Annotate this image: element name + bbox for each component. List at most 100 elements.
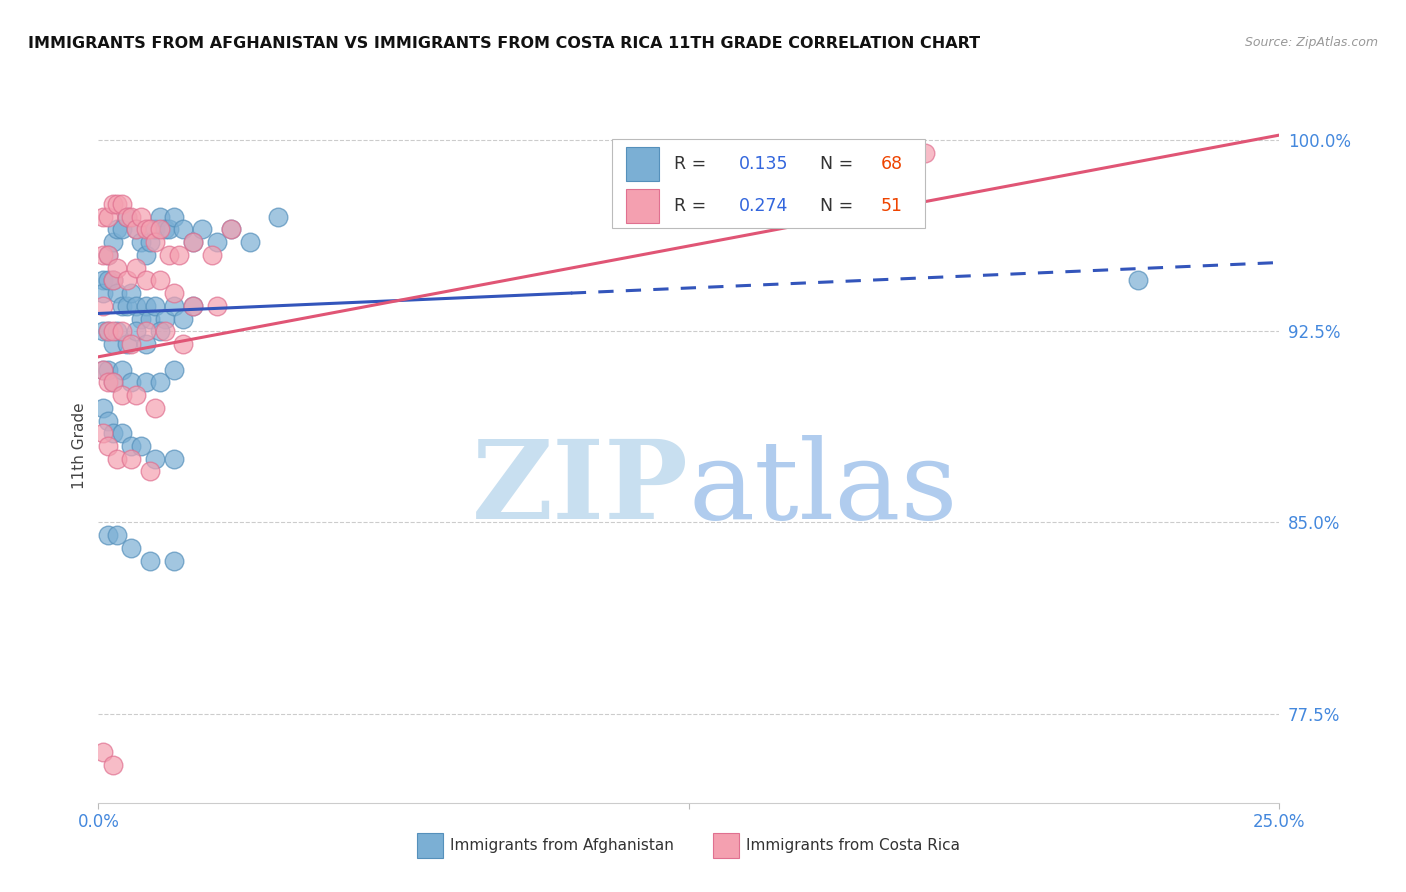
Point bbox=[143, 222, 166, 236]
Point bbox=[163, 554, 186, 568]
Text: 0.135: 0.135 bbox=[738, 155, 787, 173]
Point bbox=[97, 439, 120, 453]
FancyBboxPatch shape bbox=[713, 833, 738, 858]
Point bbox=[121, 286, 143, 301]
Point bbox=[105, 528, 128, 542]
Point bbox=[105, 222, 128, 236]
Point bbox=[157, 222, 180, 236]
FancyBboxPatch shape bbox=[418, 833, 443, 858]
Point bbox=[139, 554, 162, 568]
Point bbox=[914, 145, 936, 160]
Text: Immigrants from Costa Rica: Immigrants from Costa Rica bbox=[745, 838, 960, 853]
Point bbox=[91, 299, 114, 313]
Point bbox=[101, 376, 124, 390]
Point bbox=[101, 757, 124, 772]
Point bbox=[129, 439, 152, 453]
Point bbox=[91, 426, 114, 441]
Point bbox=[97, 248, 120, 262]
Point bbox=[101, 324, 124, 338]
Point bbox=[135, 222, 157, 236]
Point bbox=[97, 324, 120, 338]
Point bbox=[121, 439, 143, 453]
Text: 0.274: 0.274 bbox=[738, 197, 787, 215]
Point bbox=[139, 235, 162, 249]
Point bbox=[167, 248, 190, 262]
Point bbox=[267, 210, 290, 224]
Point bbox=[91, 362, 114, 376]
Point bbox=[105, 260, 128, 275]
Point bbox=[181, 299, 204, 313]
Point bbox=[181, 235, 204, 249]
Point bbox=[97, 324, 120, 338]
Point bbox=[121, 451, 143, 466]
Point bbox=[143, 451, 166, 466]
Point bbox=[111, 426, 134, 441]
Text: IMMIGRANTS FROM AFGHANISTAN VS IMMIGRANTS FROM COSTA RICA 11TH GRADE CORRELATION: IMMIGRANTS FROM AFGHANISTAN VS IMMIGRANT… bbox=[28, 36, 980, 51]
Point bbox=[172, 222, 194, 236]
Point bbox=[101, 337, 124, 351]
Point bbox=[219, 222, 242, 236]
Text: R =: R = bbox=[673, 197, 711, 215]
Point bbox=[181, 299, 204, 313]
Point bbox=[135, 324, 157, 338]
Point bbox=[181, 235, 204, 249]
Point bbox=[101, 197, 124, 211]
Point bbox=[239, 235, 262, 249]
Point bbox=[125, 324, 148, 338]
Text: ZIP: ZIP bbox=[472, 435, 689, 542]
Point bbox=[121, 541, 143, 555]
Point bbox=[172, 311, 194, 326]
Point bbox=[91, 286, 114, 301]
Text: 68: 68 bbox=[880, 155, 903, 173]
Point bbox=[97, 413, 120, 427]
Point bbox=[149, 376, 172, 390]
Point bbox=[143, 401, 166, 415]
Point bbox=[105, 197, 128, 211]
Point bbox=[205, 235, 228, 249]
Point bbox=[139, 222, 162, 236]
Point bbox=[157, 248, 180, 262]
FancyBboxPatch shape bbox=[626, 147, 659, 181]
Text: 51: 51 bbox=[880, 197, 903, 215]
Point bbox=[163, 451, 186, 466]
Point bbox=[135, 273, 157, 287]
Point bbox=[97, 528, 120, 542]
Point bbox=[129, 235, 152, 249]
Point bbox=[143, 299, 166, 313]
Point bbox=[91, 362, 114, 376]
Text: R =: R = bbox=[673, 155, 711, 173]
Y-axis label: 11th Grade: 11th Grade bbox=[72, 402, 87, 490]
Point bbox=[111, 362, 134, 376]
Point bbox=[101, 426, 124, 441]
Point bbox=[105, 324, 128, 338]
Point bbox=[101, 273, 124, 287]
Point bbox=[135, 248, 157, 262]
Point bbox=[91, 273, 114, 287]
Point bbox=[153, 324, 176, 338]
Point bbox=[149, 273, 172, 287]
Point bbox=[97, 248, 120, 262]
Point bbox=[111, 388, 134, 402]
Point bbox=[125, 299, 148, 313]
Point bbox=[125, 222, 148, 236]
Point bbox=[135, 337, 157, 351]
Point bbox=[129, 210, 152, 224]
Text: Source: ZipAtlas.com: Source: ZipAtlas.com bbox=[1244, 36, 1378, 49]
Point bbox=[111, 222, 134, 236]
Point bbox=[121, 337, 143, 351]
Point bbox=[91, 210, 114, 224]
Point bbox=[91, 324, 114, 338]
Point bbox=[115, 337, 138, 351]
Point bbox=[163, 210, 186, 224]
Point bbox=[121, 210, 143, 224]
Point bbox=[115, 299, 138, 313]
Point bbox=[153, 222, 176, 236]
Point bbox=[101, 273, 124, 287]
Point bbox=[191, 222, 214, 236]
Point bbox=[115, 273, 138, 287]
Point bbox=[111, 324, 134, 338]
Point bbox=[163, 299, 186, 313]
Point bbox=[153, 311, 176, 326]
Point bbox=[121, 376, 143, 390]
Point bbox=[149, 222, 172, 236]
